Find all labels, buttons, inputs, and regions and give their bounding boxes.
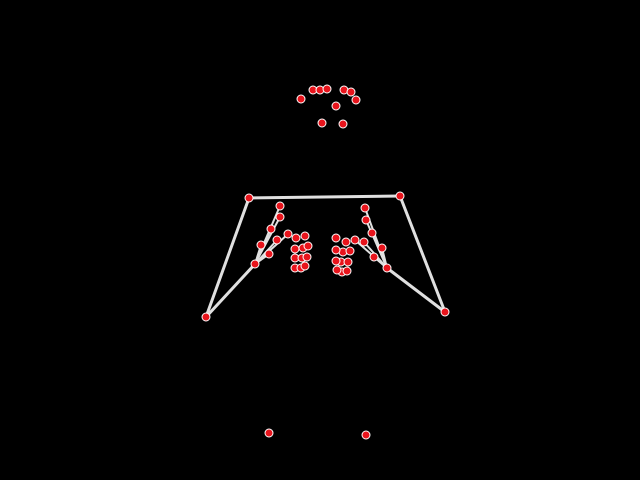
right-hand-point (350, 235, 360, 245)
right-wrist-point (382, 263, 392, 273)
face-point (331, 101, 341, 111)
left-hand-point (302, 252, 312, 262)
face-point (322, 84, 332, 94)
left-hand-point (264, 249, 274, 259)
right-hand-point (360, 203, 370, 213)
face-point (317, 118, 327, 128)
body-bone (385, 266, 447, 314)
right-hand-point (331, 245, 341, 255)
left-hand-point (300, 261, 310, 271)
right-elbow-point (440, 307, 450, 317)
face-point (351, 95, 361, 105)
right-hand-point (367, 228, 377, 238)
right-hand-point (369, 252, 379, 262)
left-hand-point (256, 240, 266, 250)
right-hand-point (331, 256, 341, 266)
right-hand-point (341, 237, 351, 247)
right-shoulder-point (395, 191, 405, 201)
left-hand-bone (254, 233, 289, 265)
left-ankle-point (264, 428, 274, 438)
face-point (296, 94, 306, 104)
left-hand-point (275, 201, 285, 211)
right-hand-point (359, 237, 369, 247)
right-hand-point (361, 215, 371, 225)
right-hand-point (332, 265, 342, 275)
left-hand-point (291, 233, 301, 243)
right-hand-point (342, 266, 352, 276)
right-hand-point (345, 246, 355, 256)
left-hand-point (272, 235, 282, 245)
body-bone (247, 194, 402, 200)
left-hand-point (300, 231, 310, 241)
face-point (338, 119, 348, 129)
bones-layer (204, 194, 447, 319)
body-bone (204, 262, 257, 319)
joints-layer (201, 84, 450, 440)
right-ankle-point (361, 430, 371, 440)
right-hand-point (331, 233, 341, 243)
left-hand-point (266, 224, 276, 234)
left-elbow-point (201, 312, 211, 322)
left-wrist-point (250, 259, 260, 269)
right-hand-point (377, 243, 387, 253)
left-hand-point (303, 241, 313, 251)
body-bone (204, 196, 251, 319)
left-hand-point (275, 212, 285, 222)
left-shoulder-point (244, 193, 254, 203)
body-bone (398, 194, 447, 314)
left-hand-point (290, 244, 300, 254)
right-hand-point (343, 257, 353, 267)
left-hand-point (283, 229, 293, 239)
face-point (346, 87, 356, 97)
